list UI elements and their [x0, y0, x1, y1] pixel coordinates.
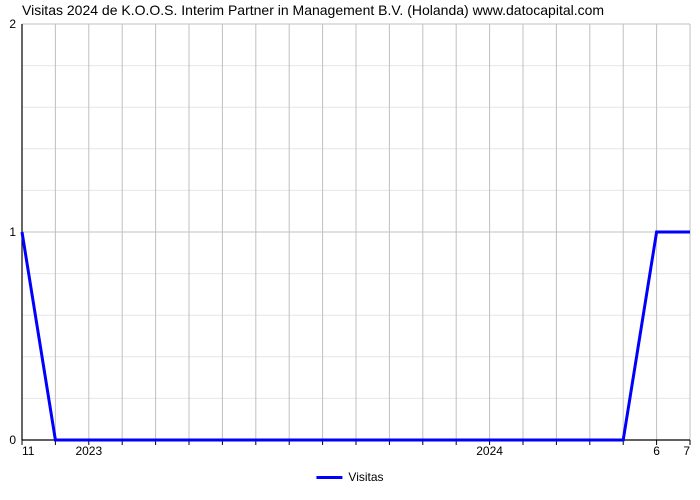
legend: Visitas [316, 470, 383, 484]
x-tick-label: 7 [683, 444, 690, 458]
legend-label: Visitas [348, 470, 383, 484]
y-tick-label: 0 [9, 433, 16, 447]
chart-svg [22, 24, 690, 440]
y-tick-label: 1 [9, 225, 16, 239]
plot-area: 012112023202467 [22, 24, 690, 440]
chart-container: Visitas 2024 de K.O.O.S. Interim Partner… [0, 0, 700, 500]
chart-title: Visitas 2024 de K.O.O.S. Interim Partner… [22, 2, 604, 18]
y-tick-label: 2 [9, 17, 16, 31]
x-tick-label: 2024 [476, 444, 503, 458]
x-tick-label: 6 [653, 444, 660, 458]
legend-swatch [316, 476, 342, 479]
x-tick-label: 11 [22, 444, 34, 458]
x-tick-label: 2023 [75, 444, 102, 458]
